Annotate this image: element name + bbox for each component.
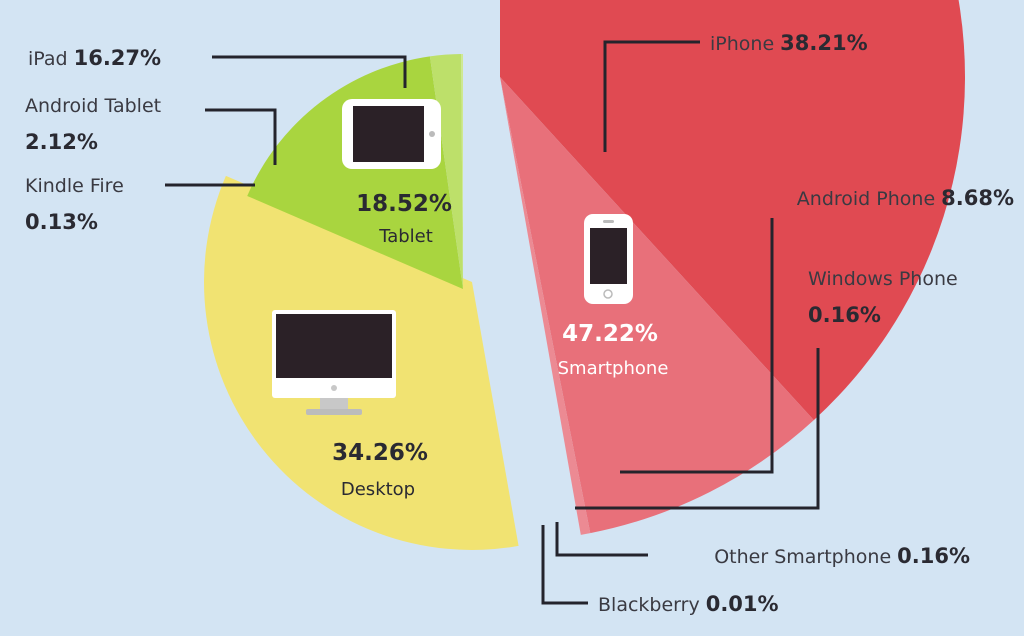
leader-line-windows-phone [575,348,820,510]
label-iphone: iPhone 38.21% [710,31,868,55]
label-kindle-fire-value: 0.13% [25,210,98,234]
label-blackberry-name: Blackberry [598,594,700,616]
label-kindle-fire: Kindle Fire 0.13% [25,175,124,234]
label-other-smartphone-value: 0.16% [897,544,970,568]
leader-line-android-phone [620,218,774,474]
leader-line-blackberry [541,525,588,605]
leader-line-android-tablet [205,108,277,165]
leader-lines [165,40,820,605]
label-kindle-fire-name: Kindle Fire [25,175,124,197]
label-ipad-value: 16.27% [74,46,161,70]
pie-slices [203,0,965,550]
leader-line-other-smartphone [555,522,648,557]
leader-line-ipad [212,55,407,88]
label-iphone-value: 38.21% [780,31,867,55]
label-android-phone: Android Phone 8.68% [797,186,1014,210]
slice-kindle-fire [461,54,463,289]
slice-android-phone [500,77,814,534]
label-windows-phone: Windows Phone 0.16% [808,268,958,327]
label-other-smartphone: Other Smartphone 0.16% [714,544,970,568]
label-ipad: iPad 16.27% [28,46,161,70]
label-windows-phone-value: 0.16% [808,303,881,327]
label-other-smartphone-name: Other Smartphone [714,546,891,568]
tablet-percent: 18.52% [356,191,452,217]
label-windows-phone-name: Windows Phone [808,268,958,290]
label-android-phone-value: 8.68% [941,186,1014,210]
smartphone-percent: 47.22% [562,321,658,347]
smartphone-label: Smartphone [558,358,669,379]
slice-iphone [500,0,965,421]
label-blackberry: Blackberry 0.01% [598,592,779,616]
slice-windows-phone [500,77,591,535]
leader-line-iphone [603,40,700,152]
desktop-percent: 34.26% [332,440,428,466]
desktop-label: Desktop [341,479,415,500]
label-android-tablet-name: Android Tablet [25,95,161,117]
label-android-phone-name: Android Phone [797,188,935,210]
label-blackberry-value: 0.01% [706,592,779,616]
desktop-monitor-icon [272,310,396,415]
label-android-tablet-value: 2.12% [25,130,98,154]
label-android-tablet: Android Tablet 2.12% [25,95,161,154]
tablet-label: Tablet [378,226,433,247]
smartphone-icon [584,214,633,304]
label-ipad-name: iPad [28,48,68,70]
tablet-icon [342,99,441,169]
label-iphone-name: iPhone [710,33,774,55]
